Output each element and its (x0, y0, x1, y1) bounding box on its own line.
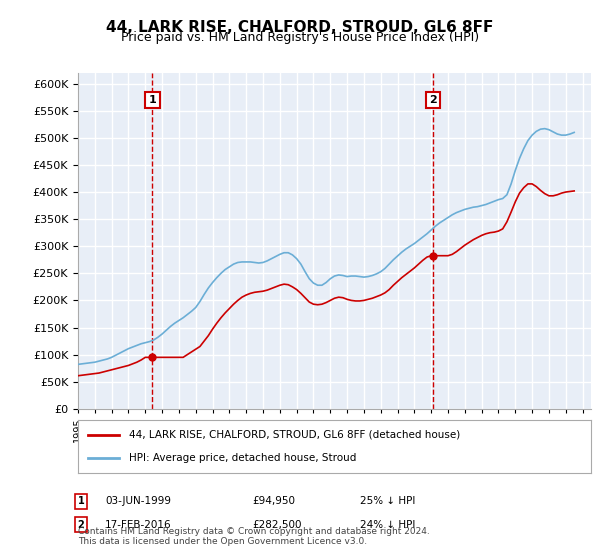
Text: 03-JUN-1999: 03-JUN-1999 (105, 496, 171, 506)
Text: HPI: Average price, detached house, Stroud: HPI: Average price, detached house, Stro… (130, 453, 356, 463)
Text: 25% ↓ HPI: 25% ↓ HPI (360, 496, 415, 506)
Text: 24% ↓ HPI: 24% ↓ HPI (360, 520, 415, 530)
Text: £282,500: £282,500 (252, 520, 302, 530)
Text: 17-FEB-2016: 17-FEB-2016 (105, 520, 172, 530)
Text: 44, LARK RISE, CHALFORD, STROUD, GL6 8FF: 44, LARK RISE, CHALFORD, STROUD, GL6 8FF (106, 20, 494, 35)
Text: 2: 2 (430, 95, 437, 105)
Text: Contains HM Land Registry data © Crown copyright and database right 2024.
This d: Contains HM Land Registry data © Crown c… (78, 526, 430, 546)
Text: 1: 1 (148, 95, 156, 105)
Text: 2: 2 (77, 520, 85, 530)
Text: Price paid vs. HM Land Registry's House Price Index (HPI): Price paid vs. HM Land Registry's House … (121, 31, 479, 44)
Text: 44, LARK RISE, CHALFORD, STROUD, GL6 8FF (detached house): 44, LARK RISE, CHALFORD, STROUD, GL6 8FF… (130, 430, 461, 440)
Text: 1: 1 (77, 496, 85, 506)
Text: £94,950: £94,950 (252, 496, 295, 506)
